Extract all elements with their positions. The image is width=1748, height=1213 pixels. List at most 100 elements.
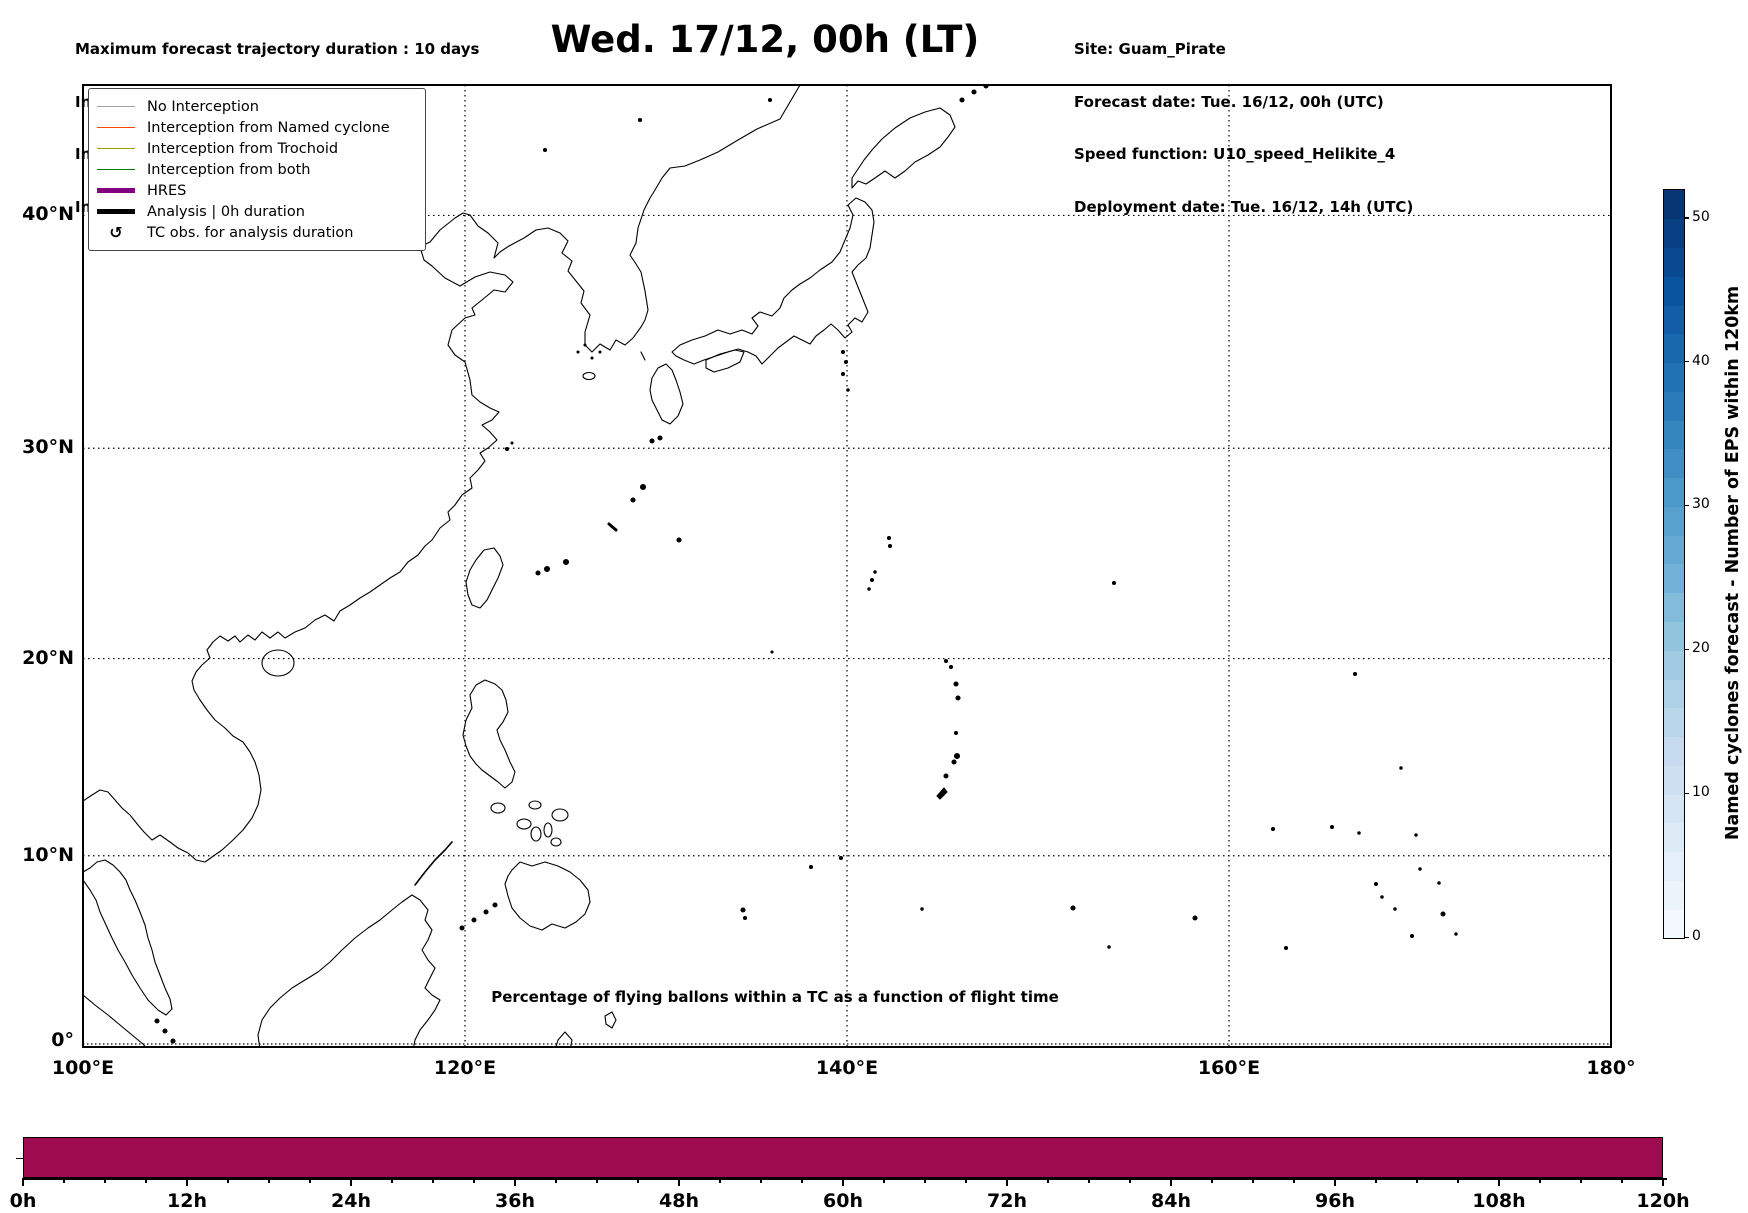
flight-minor-tick: [760, 1178, 762, 1183]
legend-label: HRES: [147, 182, 187, 199]
legend-item: ↺ TC obs. for analysis duration: [97, 222, 415, 243]
flight-tick-label: 12h: [167, 1190, 207, 1212]
legend-label: TC obs. for analysis duration: [147, 224, 354, 241]
colorbar: [1663, 189, 1685, 939]
cyclone-marker-glyph: ↺: [109, 222, 123, 242]
coastline-luzon: [462, 679, 516, 789]
colorbar-step: [1664, 477, 1684, 507]
colorbar-step: [1664, 621, 1684, 651]
flight-tick-label: 48h: [659, 1190, 699, 1212]
colorbar-tick-label: 20: [1692, 640, 1710, 657]
colorbar-step: [1664, 391, 1684, 421]
flight-minor-tick: [473, 1178, 475, 1183]
colorbar-step: [1664, 592, 1684, 623]
colorbar-step: [1664, 650, 1684, 680]
legend-item: Interception from Named cyclone: [97, 117, 415, 138]
flight-minor-tick: [637, 1178, 639, 1183]
colorbar-tick-label: 40: [1692, 352, 1710, 369]
flight-minor-tick: [719, 1178, 721, 1183]
flight-minor-tick: [145, 1178, 147, 1183]
coastline-honshu: [671, 197, 875, 365]
lat-tick-label: 40°N: [22, 203, 74, 226]
flight-minor-tick: [924, 1178, 926, 1183]
colorbar-step: [1664, 535, 1684, 565]
lon-tick-label: 160°E: [1197, 1057, 1261, 1079]
lat-tick-label: 0°: [51, 1029, 74, 1051]
flight-bar: [23, 1137, 1663, 1178]
flight-minor-tick: [432, 1178, 434, 1183]
coastline-malay-peninsula: [83, 859, 173, 1016]
colorbar-step: [1664, 190, 1684, 220]
colorbar-step: [1664, 506, 1684, 536]
deployment-date-line: Deployment date: Tue. 16/12, 14h (UTC): [1074, 197, 1414, 216]
flight-minor-tick: [1088, 1178, 1090, 1183]
lon-tick-label: 180°: [1586, 1057, 1636, 1079]
flight-minor-tick: [1580, 1178, 1582, 1183]
coastline-borneo: [257, 894, 441, 1047]
coastlines: [83, 85, 1458, 1047]
legend-line-swatch: [97, 188, 135, 193]
flight-major-tick: [22, 1178, 24, 1186]
flight-minor-tick: [555, 1178, 557, 1183]
coastline-taiwan: [465, 547, 504, 609]
colorbar-tick-mark: [1684, 217, 1689, 219]
legend-line-sample: [97, 126, 135, 129]
legend-line-sample: [97, 147, 135, 150]
flight-minor-tick: [1375, 1178, 1377, 1183]
legend-item: Analysis | 0h duration: [97, 201, 415, 222]
lon-tick-label: 140°E: [815, 1057, 879, 1079]
flight-chart-title: Percentage of flying ballons within a TC…: [491, 988, 1059, 1006]
legend-label: Interception from Named cyclone: [147, 119, 390, 136]
flight-minor-tick: [104, 1178, 106, 1183]
legend-line-sample: [97, 209, 135, 214]
flight-minor-tick: [1416, 1178, 1418, 1183]
flight-y-tick: [16, 1157, 23, 1159]
flight-major-tick: [186, 1178, 188, 1186]
flight-major-tick: [1662, 1178, 1664, 1186]
figure-title: Wed. 17/12, 00h (LT): [550, 18, 980, 61]
colorbar-step: [1664, 822, 1684, 853]
flight-tick-label: 120h: [1636, 1190, 1690, 1212]
coastline-mindanao: [504, 861, 591, 931]
coastline-hainan: [261, 649, 295, 677]
flight-minor-tick: [1047, 1178, 1049, 1183]
colorbar-step: [1664, 305, 1684, 335]
legend-line-swatch: [97, 168, 135, 171]
lat-tick-label: 30°N: [22, 436, 74, 459]
flight-major-tick: [1334, 1178, 1336, 1186]
colorbar-tick-mark: [1684, 936, 1689, 938]
colorbar-tick-mark: [1684, 648, 1689, 651]
colorbar-step: [1664, 679, 1684, 709]
legend-line-swatch: [97, 147, 135, 150]
flight-major-tick: [1006, 1178, 1008, 1186]
flight-minor-tick: [883, 1178, 885, 1183]
legend-label: No Interception: [147, 98, 259, 115]
lat-tick-label: 10°N: [22, 843, 74, 866]
flight-minor-tick: [965, 1178, 967, 1183]
lat-tick-label: 20°N: [22, 646, 74, 669]
flight-tick-label: 96h: [1315, 1190, 1355, 1212]
flight-minor-tick: [268, 1178, 270, 1183]
flight-tick-label: 84h: [1151, 1190, 1191, 1212]
flight-minor-tick: [1252, 1178, 1254, 1183]
legend-line-swatch: [97, 126, 135, 129]
flight-tick-label: 24h: [331, 1190, 371, 1212]
flight-tick-label: 72h: [987, 1190, 1027, 1212]
colorbar-tick-label: 50: [1692, 208, 1710, 225]
lon-tick-label: 100°E: [51, 1057, 115, 1079]
colorbar-tick-mark: [1684, 504, 1689, 507]
flight-minor-tick: [1129, 1178, 1131, 1183]
flight-tick-label: 0h: [9, 1190, 37, 1212]
flight-minor-tick: [1621, 1178, 1623, 1183]
legend-item: Interception from Trochoid: [97, 138, 415, 159]
colorbar-step: [1664, 880, 1684, 910]
flight-major-tick: [350, 1178, 352, 1186]
colorbar-tick-label: 0: [1692, 928, 1701, 944]
site-info-block: Site: Guam_Pirate Forecast date: Tue. 16…: [1074, 6, 1413, 251]
legend-item: HRES: [97, 180, 415, 201]
coastline-mainland-asia: [83, 85, 801, 863]
coastline-sumatra: [83, 994, 147, 1047]
flight-tick-label: 60h: [823, 1190, 863, 1212]
flight-minor-tick: [801, 1178, 803, 1183]
